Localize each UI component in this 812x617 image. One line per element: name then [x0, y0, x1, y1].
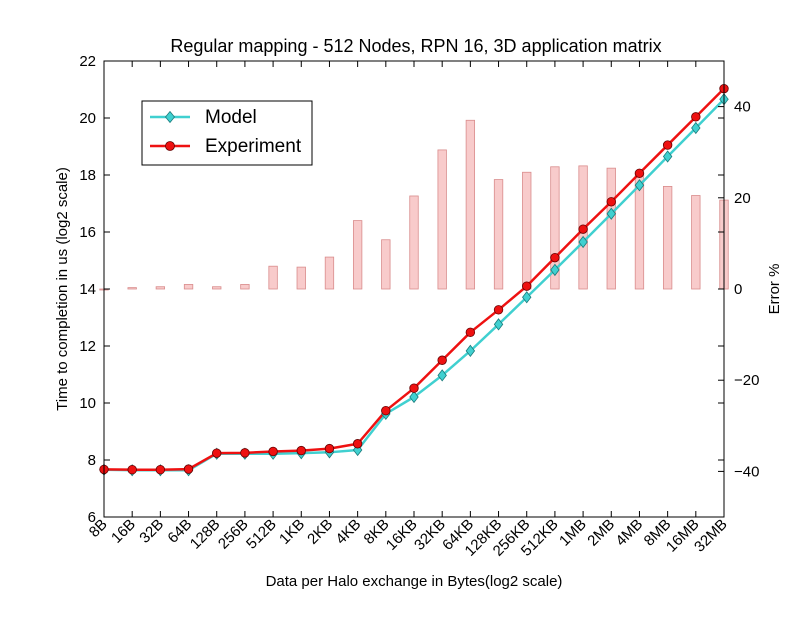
error-bar-512KB	[550, 166, 560, 290]
chart-title: Regular mapping - 512 Nodes, RPN 16, 3D …	[170, 36, 661, 56]
y-tick-label-22: 22	[79, 53, 96, 70]
experiment-point-2MB	[606, 197, 616, 207]
error-bar-128B	[212, 286, 222, 290]
experiment-point-16KB	[409, 383, 419, 393]
experiment-point-32KB	[437, 355, 447, 365]
model-point-256KB	[522, 291, 532, 304]
x-tick-label-4KB: 4KB	[332, 516, 364, 548]
experiment-point-16MB	[691, 112, 701, 122]
legend-experiment-marker	[165, 141, 175, 151]
error-bar-16MB	[691, 195, 701, 290]
legend-experiment-label: Experiment	[205, 136, 302, 157]
model-point-8MB	[662, 150, 673, 163]
experiment-point-1KB	[296, 445, 306, 456]
experiment-point-8KB	[381, 405, 391, 416]
error-bar-2MB	[606, 167, 616, 290]
model-point-128KB	[493, 318, 504, 331]
y2-axis-label: Error %	[766, 264, 783, 315]
x-tick-label-128B: 128B	[187, 516, 224, 553]
experiment-point-4MB	[634, 168, 645, 178]
legend-model-label: Model	[205, 107, 257, 128]
error-bar-32KB	[437, 149, 447, 290]
experiment-point-16B	[127, 464, 137, 475]
y2-tick-label-0: 0	[734, 281, 742, 298]
x-tick-label-512B: 512B	[243, 516, 280, 553]
error-bar-4KB	[352, 220, 363, 290]
error-bar-2KB	[324, 256, 335, 290]
series-lines	[99, 83, 729, 477]
model-point-64KB	[465, 344, 476, 358]
experiment-point-8MB	[662, 140, 673, 150]
x-tick-label-1KB: 1KB	[276, 516, 308, 548]
x-tick-label-2MB: 2MB	[584, 516, 618, 550]
x-tick-label-16B: 16B	[108, 516, 139, 547]
error-bar-256B	[240, 284, 250, 290]
model-point-16KB	[409, 390, 419, 404]
y2-tick-label-40: 40	[734, 99, 751, 116]
y-tick-label-16: 16	[79, 224, 96, 241]
y2-tick-label--20: −20	[734, 372, 759, 389]
legend-model-marker	[164, 110, 176, 124]
experiment-point-2KB	[324, 443, 335, 454]
error-bar-64B	[183, 284, 194, 290]
model-point-512KB	[550, 263, 560, 277]
y-tick-label-18: 18	[79, 167, 96, 184]
legend: Model Experiment	[141, 100, 313, 166]
y2-tick-label--40: −40	[734, 463, 759, 480]
x-tick-label-16KB: 16KB	[383, 516, 421, 554]
y-tick-label-14: 14	[79, 281, 96, 298]
error-bar-128KB	[493, 179, 504, 290]
error-bar-1KB	[296, 266, 306, 290]
y-tick-label-20: 20	[79, 110, 96, 127]
experiment-point-128B	[212, 448, 222, 458]
model-point-2MB	[606, 207, 616, 220]
experiment-point-64B	[183, 464, 194, 474]
model-point-1MB	[578, 235, 588, 249]
error-bars	[99, 119, 729, 291]
experiment-point-1MB	[578, 224, 588, 234]
error-bar-256KB	[522, 171, 532, 290]
experiment-point-128KB	[493, 305, 504, 315]
experiment-point-32B	[155, 464, 166, 475]
y2-tick-label-20: 20	[734, 190, 751, 207]
experiment-point-512KB	[550, 252, 560, 263]
experiment-point-4KB	[352, 439, 363, 449]
model-point-16MB	[691, 121, 701, 135]
experiment-point-512B	[268, 446, 278, 457]
error-bar-8KB	[381, 239, 391, 290]
experiment-point-64KB	[465, 327, 476, 338]
error-bar-16B	[127, 287, 137, 290]
experiment-point-256B	[240, 448, 250, 458]
experiment-point-256KB	[522, 281, 532, 291]
error-bar-16KB	[409, 195, 419, 290]
y-tick-label-8: 8	[88, 452, 96, 469]
error-bar-512B	[268, 265, 278, 290]
y-tick-label-12: 12	[79, 338, 96, 355]
y-tick-label-10: 10	[79, 395, 96, 412]
x-tick-label-2KB: 2KB	[304, 516, 336, 548]
error-bar-64KB	[465, 119, 476, 290]
x-tick-label-256B: 256B	[215, 516, 252, 553]
x-axis-label: Data per Halo exchange in Bytes(log2 sca…	[266, 573, 563, 590]
error-bar-32B	[155, 286, 166, 290]
x-tick-label-4MB: 4MB	[612, 516, 646, 550]
y-tick-label-6: 6	[88, 509, 96, 526]
model-point-4MB	[634, 179, 645, 192]
y-axis-label: Time to completion in us (log2 scale)	[54, 167, 71, 411]
x-tick-label-32KB: 32KB	[411, 516, 449, 554]
x-tick-label-32MB: 32MB	[691, 516, 731, 556]
x-tick-label-32B: 32B	[136, 516, 167, 547]
error-bar-8MB	[662, 185, 673, 290]
model-point-32KB	[437, 369, 447, 382]
x-tick-label-1MB: 1MB	[556, 516, 590, 550]
